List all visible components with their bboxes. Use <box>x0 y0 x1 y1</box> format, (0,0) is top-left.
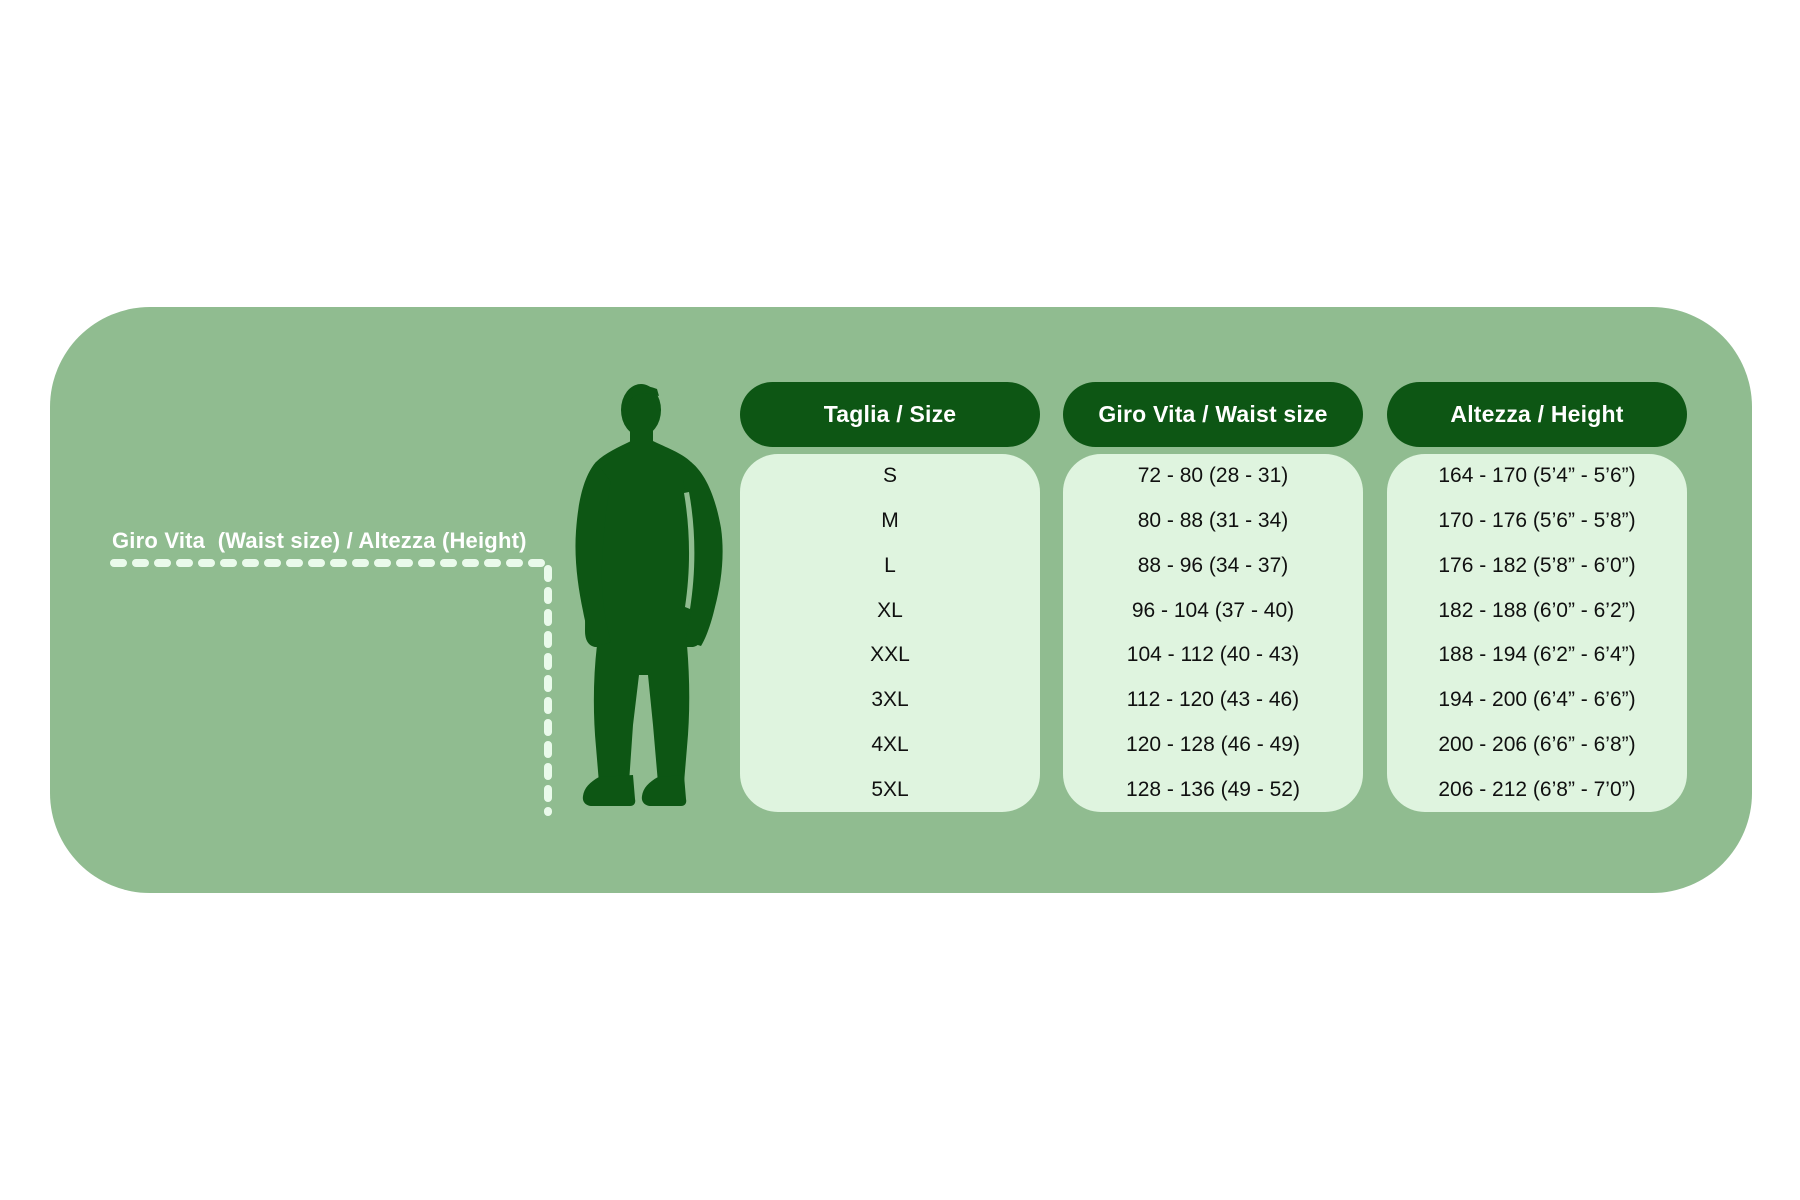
column-size: Taglia / Size S M L XL XXL 3XL 4XL 5XL <box>740 382 1040 812</box>
table-cell: 4XL <box>871 732 909 756</box>
man-silhouette-figure <box>575 384 723 806</box>
table-cell: 200 - 206 (6’6” - 6’8”) <box>1438 732 1636 756</box>
table-cell: 164 - 170 (5’4” - 5’6”) <box>1438 464 1636 488</box>
table-cell: 5XL <box>871 777 909 801</box>
table-cell: XL <box>877 598 903 622</box>
table-cell: 80 - 88 (31 - 34) <box>1137 509 1289 533</box>
table-cell: 88 - 96 (34 - 37) <box>1137 553 1289 577</box>
table-cell: 3XL <box>871 688 909 712</box>
waist-column-panel: 72 - 80 (28 - 31) 80 - 88 (31 - 34) 88 - 9… <box>1063 454 1363 812</box>
table-cell: S <box>882 464 897 488</box>
table-cell: 182 - 188 (6’0” - 6’2”) <box>1438 598 1636 622</box>
table-cell: 170 - 176 (5’6” - 5’8”) <box>1438 509 1636 533</box>
table-cell: 104 - 112 (40 - 43) <box>1126 643 1300 667</box>
table-cell: XXL <box>870 643 910 667</box>
column-header-height: Altezza / Height <box>1387 382 1687 447</box>
table-cell: 194 - 200 (6’4” - 6’6”) <box>1438 688 1636 712</box>
table-cell: 72 - 80 (28 - 31) <box>1137 464 1289 488</box>
table-cell: M <box>881 509 899 533</box>
height-column-panel: 164 - 170 (5’4” - 5’6”) 170 - 176 (5’6” -… <box>1387 454 1687 812</box>
table-cell: 176 - 182 (5’8” - 6’0”) <box>1438 553 1636 577</box>
column-header-waist: Giro Vita / Waist size <box>1063 382 1363 447</box>
table-cell: 120 - 128 (46 - 49) <box>1126 732 1300 756</box>
column-height: Altezza / Height 164 - 170 (5’4” - 5’6”)… <box>1387 382 1687 812</box>
waist-height-annotation-label: Giro Vita (Waist size) / Altezza (Height… <box>112 528 527 553</box>
table-cell: L <box>884 553 896 577</box>
table-cell: 206 - 212 (6’8” - 7’0”) <box>1438 777 1636 801</box>
table-cell: 188 - 194 (6’2” - 6’4”) <box>1438 643 1636 667</box>
size-column-panel: S M L XL XXL 3XL 4XL 5XL <box>740 454 1040 812</box>
table-cell: 128 - 136 (49 - 52) <box>1126 777 1300 801</box>
table-cell: 96 - 104 (37 - 40) <box>1131 598 1295 622</box>
table-cell: 112 - 120 (43 - 46) <box>1126 688 1300 712</box>
column-header-size: Taglia / Size <box>740 382 1040 447</box>
column-waist: Giro Vita / Waist size 72 - 80 (28 - 31)… <box>1063 382 1363 812</box>
